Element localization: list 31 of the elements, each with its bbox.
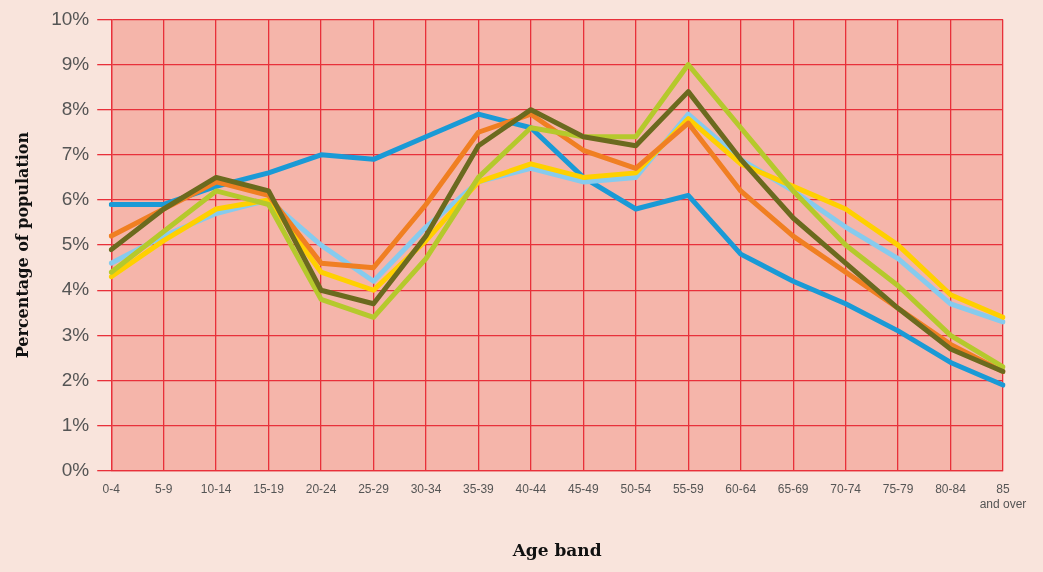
y-tick-label: 9% (61, 52, 90, 74)
y-tick-label: 0% (61, 459, 90, 481)
x-tick-label: 0-4 (102, 482, 121, 497)
y-tick-label: 4% (61, 278, 90, 300)
x-tick-label: 50-54 (620, 482, 652, 497)
y-tick-label: 3% (61, 323, 90, 345)
y-tick-label: 1% (61, 413, 90, 435)
x-tick-label: 80-84 (935, 482, 967, 497)
y-tick-label: 2% (61, 368, 90, 390)
y-tick-label: 10% (51, 7, 90, 29)
y-tick-label: 6% (61, 188, 90, 210)
x-axis-title: Age band (511, 540, 602, 561)
x-tick-label: 10-14 (200, 482, 232, 497)
x-tick-label: 85 and over (979, 482, 1027, 511)
x-tick-label: 20-24 (305, 482, 337, 497)
x-tick-label: 65-69 (777, 482, 809, 497)
x-tick-label: 5-9 (155, 482, 173, 497)
x-tick-label: 30-34 (410, 482, 442, 497)
y-tick-label: 5% (61, 233, 90, 255)
x-tick-label: 75-79 (882, 482, 914, 497)
x-tick-label: 35-39 (463, 482, 495, 497)
x-tick-label: 45-49 (567, 482, 600, 497)
x-tick-label: 15-19 (253, 482, 285, 497)
x-tick-label: 60-64 (725, 482, 757, 497)
x-tick-label: 70-74 (830, 482, 862, 497)
x-tick-label: 55-59 (672, 482, 704, 497)
y-tick-label: 7% (61, 143, 90, 165)
x-tick-label: 40-44 (515, 482, 547, 497)
y-axis-title: Percentage of population (12, 131, 32, 359)
x-tick-label: 25-29 (358, 482, 390, 497)
y-tick-label: 8% (61, 97, 90, 119)
